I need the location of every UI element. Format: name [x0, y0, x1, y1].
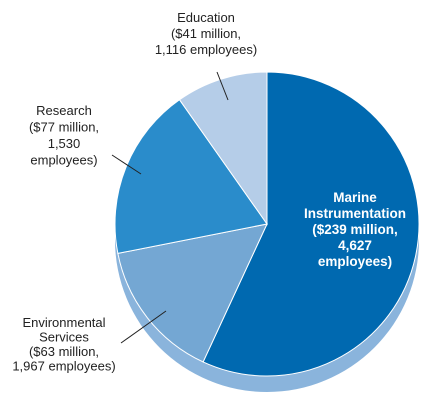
- slice-label-3-line-1: ($41 million,: [171, 26, 241, 41]
- slice-label-0-line-2: ($239 million,: [312, 222, 398, 237]
- slice-label-0-line-0: Marine: [333, 190, 377, 205]
- slice-label-1-line-2: ($63 million,: [29, 344, 99, 359]
- leader-line-1: [120, 310, 167, 344]
- slice-label-0-line-4: employees): [318, 254, 392, 269]
- leader-line-2: [111, 154, 142, 175]
- slice-label-1-line-0: Environmental: [22, 315, 105, 330]
- leader-lines: [111, 71, 229, 344]
- slice-label-3-line-2: 1,116 employees): [155, 42, 257, 57]
- slice-label-2: Research ($77 million, 1,530 employees): [29, 103, 99, 168]
- slice-labels: Marine Instrumentation ($239 million, 4,627…: [12, 10, 406, 374]
- slice-label-0: Marine Instrumentation ($239 million, 4,627…: [304, 190, 406, 269]
- pie-slice-0: [202, 71, 420, 377]
- pie-slice-1: [117, 223, 268, 363]
- pie-slice-2: [114, 99, 268, 254]
- slice-label-1-line-3: 1,967 employees): [12, 359, 115, 374]
- slice-label-2-line-0: Research: [36, 103, 92, 118]
- slice-label-2-line-2: 1,530: [48, 136, 81, 151]
- leader-line-3: [216, 71, 229, 101]
- slice-label-2-line-1: ($77 million,: [29, 120, 99, 135]
- slice-label-0-line-3: 4,627: [338, 238, 372, 253]
- slice-label-3: Education ($41 million, 1,116 employees): [155, 10, 257, 57]
- slice-label-1: Environmental Services ($63 million, 1,967 …: [12, 315, 115, 374]
- slice-label-1-line-1: Services: [39, 330, 89, 345]
- slice-label-2-line-3: employees): [30, 153, 97, 168]
- pie-slices: [114, 71, 420, 377]
- slice-label-0-line-1: Instrumentation: [304, 206, 406, 221]
- pie-slice-3: [178, 71, 268, 226]
- slice-label-3-line-0: Education: [177, 10, 235, 25]
